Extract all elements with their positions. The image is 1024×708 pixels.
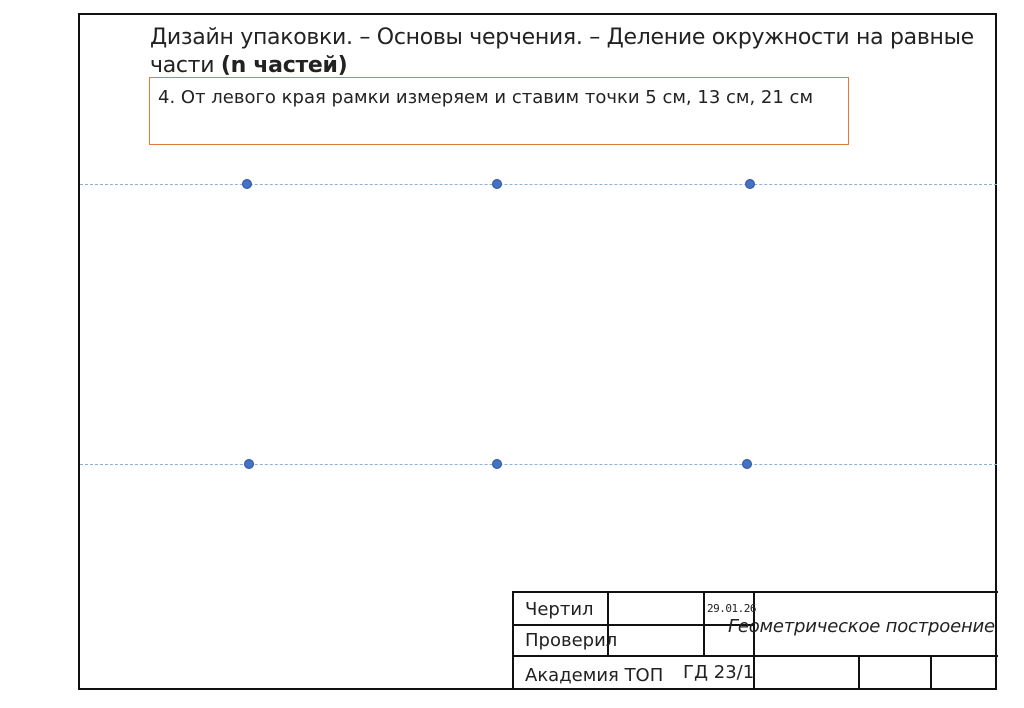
page-title-line-1: Дизайн упаковки. – Основы черчения. – Де…: [150, 25, 974, 50]
title-block-row-divider-2: [512, 655, 998, 657]
title-block-col-divider-3: [753, 591, 755, 690]
guide-line-top: [80, 184, 997, 185]
guide-line-bottom: [80, 464, 997, 465]
point-bottom-21cm: [742, 459, 752, 469]
title-block-row-divider-1: [512, 624, 754, 626]
title-prefix: части: [150, 53, 221, 77]
point-bottom-13cm: [492, 459, 502, 469]
group-code: ГД 23/1: [683, 662, 755, 683]
drawing-frame: [78, 13, 997, 690]
point-bottom-5cm: [244, 459, 254, 469]
drawn-by-label: Чертил: [525, 599, 594, 620]
drawing-title: Геометрическое построение: [728, 616, 995, 637]
title-block-col-divider-1: [607, 591, 609, 655]
title-block-col-divider-5: [930, 655, 932, 690]
page-title-line-2: части (n частей): [150, 53, 347, 77]
point-top-5cm: [242, 179, 252, 189]
point-top-21cm: [745, 179, 755, 189]
point-top-13cm: [492, 179, 502, 189]
step-instruction-box: 4. От левого края рамки измеряем и стави…: [149, 77, 849, 145]
title-block-col-divider-2: [703, 591, 705, 655]
title-block-left-border: [512, 591, 514, 690]
title-bold-part: (n частей): [220, 53, 348, 77]
checked-by-label: Проверил: [525, 630, 618, 651]
title-block-col-divider-4: [858, 655, 860, 690]
step-instruction-text: 4. От левого края рамки измеряем и стави…: [158, 87, 814, 108]
organization-label: Академия ТОП: [525, 665, 664, 686]
date-value: 29.01.26: [707, 602, 756, 615]
title-block-top-border: [512, 591, 998, 593]
